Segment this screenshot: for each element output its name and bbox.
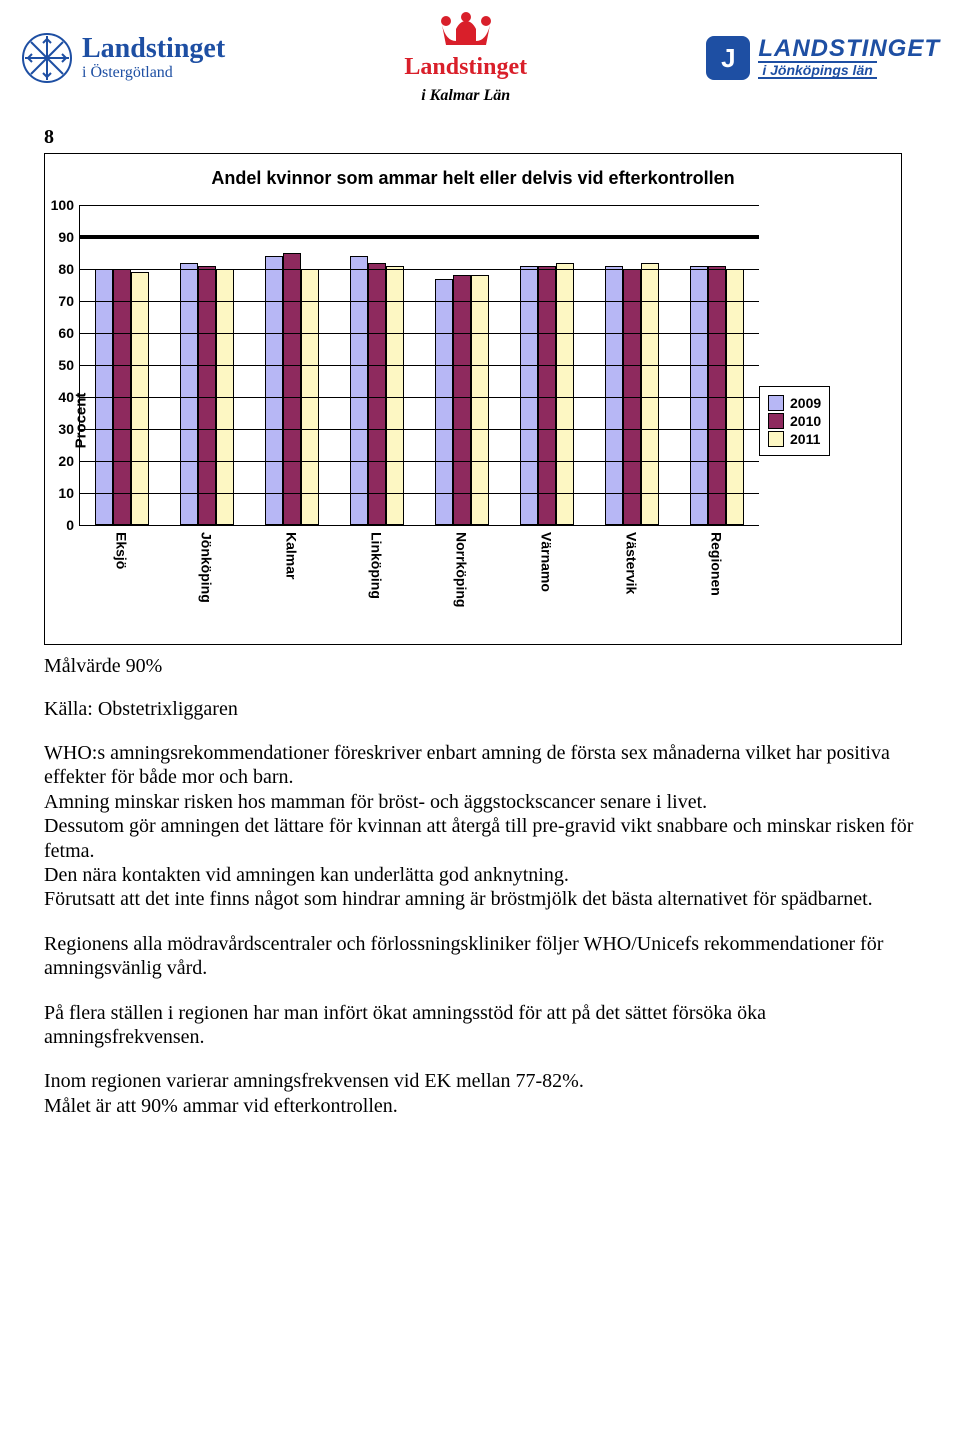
logo-kalmar: Landstinget i Kalmar Län [404,11,527,105]
bar [435,279,453,525]
y-tick: 100 [40,197,74,213]
grid-line [80,205,759,206]
legend-swatch [768,395,784,411]
grid-line [80,493,759,494]
x-axis-labels: EksjöJönköpingKalmarLinköpingNorrköpingV… [79,526,759,636]
target-value-text: Målvärde 90% [44,655,916,678]
paragraph-4: Inom regionen varierar amningsfrekvensen… [44,1069,916,1118]
grid-line [80,397,759,398]
legend-label: 2011 [790,431,820,447]
logo-jonkoping-text: LANDSTINGET i Jönköpings län [758,37,940,79]
grid-line [80,461,759,462]
x-label: Regionen [674,526,759,636]
legend-item: 2010 [768,413,821,429]
logo-jonkoping: J LANDSTINGET i Jönköpings län [706,36,940,80]
chart-container: Andel kvinnor som ammar helt eller delvi… [44,153,902,645]
legend-swatch [768,413,784,429]
grid-line [80,429,759,430]
bar-group [420,275,505,525]
snowflake-icon [20,31,74,85]
target-line [80,235,759,239]
bar [131,272,149,525]
page-body: 8 Andel kvinnor som ammar helt eller del… [0,116,960,1158]
legend-column: 2009 2010 2011 [759,205,869,636]
p2: Amning minskar risken hos mamman för brö… [44,791,707,813]
bar [283,253,301,525]
crown-icon [436,11,496,47]
p4: Den nära kontakten vid amningen kan unde… [44,864,569,886]
x-label: Linköping [334,526,419,636]
grid-line [80,365,759,366]
y-tick: 40 [40,389,74,405]
x-label: Eksjö [79,526,164,636]
paragraph-3: På flera ställen i regionen har man infö… [44,1001,916,1050]
p8: Inom regionen varierar amningsfrekvensen… [44,1070,584,1092]
x-label: Kalmar [249,526,334,636]
legend-item: 2009 [768,395,821,411]
legend-swatch [768,431,784,447]
logo-jonkoping-line1: LANDSTINGET [758,37,940,61]
logo-kalmar-line2: i Kalmar Län [421,87,510,105]
x-label: Värnamo [504,526,589,636]
j-badge-icon: J [706,36,750,80]
source-text: Källa: Obstetrixliggaren [44,698,916,721]
y-tick: 60 [40,325,74,341]
logo-jonkoping-line2: i Jönköpings län [758,61,876,79]
legend-label: 2010 [790,413,821,429]
page-number: 8 [44,126,916,149]
bar [453,275,471,525]
logo-line2: i Östergötland [82,63,225,81]
p9: Målet är att 90% ammar vid efterkontroll… [44,1095,398,1117]
legend-label: 2009 [790,395,821,411]
grid-line [80,301,759,302]
logo-ostergotland: Landstinget i Östergötland [20,31,225,85]
bar [265,256,283,525]
x-label: Västervik [589,526,674,636]
plot-area: 0102030405060708090100 [79,205,759,526]
bar [471,275,489,525]
logo-bar: Landstinget i Östergötland Landstinget i… [0,0,960,116]
chart-title: Andel kvinnor som ammar helt eller delvi… [53,168,893,189]
bar [690,266,708,525]
legend: 2009 2010 2011 [759,386,830,456]
paragraph-1: WHO:s amningsrekommendationer föreskrive… [44,741,916,912]
y-tick: 90 [40,229,74,245]
bar-group [335,256,420,525]
y-tick: 10 [40,485,74,501]
x-label: Norrköping [419,526,504,636]
y-tick: 0 [40,517,74,533]
p3: Dessutom gör amningen det lättare för kv… [44,815,913,861]
y-tick: 70 [40,293,74,309]
bar [198,266,216,525]
bar [538,266,556,525]
chart-area: Procent 0102030405060708090100 EksjöJönk… [53,205,893,636]
bar [350,256,368,525]
grid-line [80,269,759,270]
bar-group [674,266,759,525]
logo-kalmar-line1: Landstinget [404,55,527,79]
logo-line1: Landstinget [82,35,225,63]
p5: Förutsatt att det inte finns något som h… [44,888,873,910]
y-tick: 50 [40,357,74,373]
bar [708,266,726,525]
y-tick: 80 [40,261,74,277]
legend-item: 2011 [768,431,821,447]
x-label: Jönköping [164,526,249,636]
bar [520,266,538,525]
y-tick: 20 [40,453,74,469]
bar [605,266,623,525]
grid-line [80,333,759,334]
plot-column: 0102030405060708090100 EksjöJönköpingKal… [79,205,759,636]
bar [386,266,404,525]
bar-group [250,253,335,525]
paragraph-2: Regionens alla mödravårdscentraler och f… [44,932,916,981]
y-tick: 30 [40,421,74,437]
p1: WHO:s amningsrekommendationer föreskrive… [44,742,890,788]
logo-ostergotland-text: Landstinget i Östergötland [82,35,225,81]
